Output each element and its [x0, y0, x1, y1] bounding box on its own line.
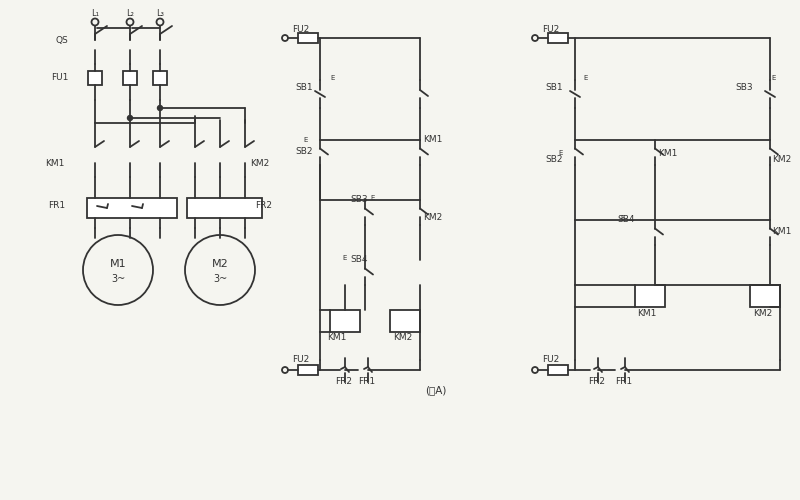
Text: QS: QS: [55, 36, 68, 44]
Circle shape: [158, 106, 162, 110]
Bar: [87, 198, 177, 218]
Text: FU2: FU2: [292, 26, 310, 35]
Bar: [390, 310, 420, 332]
Text: FR1: FR1: [48, 200, 65, 209]
Text: L₃: L₃: [156, 8, 164, 18]
Bar: [88, 71, 102, 85]
Bar: [298, 33, 318, 43]
Bar: [635, 285, 665, 307]
Text: KM2: KM2: [250, 158, 270, 168]
Text: SB4: SB4: [350, 256, 367, 264]
Bar: [330, 310, 360, 332]
Text: KM1: KM1: [637, 310, 656, 318]
Bar: [298, 365, 318, 375]
Text: KM1: KM1: [327, 334, 346, 342]
Text: FR2: FR2: [255, 200, 272, 209]
Text: SB1: SB1: [295, 84, 313, 92]
Text: KM2: KM2: [772, 156, 791, 164]
Text: SB3: SB3: [735, 84, 753, 92]
Text: SB4: SB4: [618, 216, 635, 224]
Bar: [548, 33, 568, 43]
Text: SB2: SB2: [295, 148, 313, 156]
Text: M2: M2: [212, 259, 228, 269]
Text: FU2: FU2: [542, 26, 559, 35]
Text: E: E: [621, 215, 625, 221]
Text: FR1: FR1: [615, 378, 632, 386]
Text: FU2: FU2: [292, 356, 310, 364]
Bar: [123, 71, 137, 85]
Text: SB3: SB3: [350, 196, 368, 204]
Text: FR1: FR1: [358, 378, 375, 386]
Text: KM2: KM2: [753, 310, 772, 318]
Text: FU1: FU1: [50, 74, 68, 82]
Text: KM1: KM1: [772, 228, 791, 236]
Text: KM1: KM1: [658, 148, 678, 158]
Text: KM1: KM1: [46, 158, 65, 168]
Text: E: E: [558, 150, 563, 156]
Text: E: E: [330, 75, 334, 81]
Bar: [153, 71, 167, 85]
Text: FR2: FR2: [588, 378, 605, 386]
Text: SB2: SB2: [545, 156, 562, 164]
Circle shape: [127, 116, 133, 120]
Text: SB1: SB1: [545, 84, 562, 92]
Bar: [548, 365, 568, 375]
Text: L₂: L₂: [126, 8, 134, 18]
Text: E: E: [304, 137, 308, 143]
Text: L₁: L₁: [91, 8, 99, 18]
Text: E: E: [583, 75, 587, 81]
Text: 3~: 3~: [111, 274, 125, 284]
Text: KM2: KM2: [423, 212, 442, 222]
Text: (图A): (图A): [425, 385, 446, 395]
Text: E: E: [771, 75, 775, 81]
Text: E: E: [370, 195, 374, 201]
Bar: [750, 285, 780, 307]
Text: KM1: KM1: [423, 136, 442, 144]
Text: FU2: FU2: [542, 356, 559, 364]
Text: FR2: FR2: [335, 378, 352, 386]
Text: E: E: [342, 255, 346, 261]
Text: M1: M1: [110, 259, 126, 269]
Text: 3~: 3~: [213, 274, 227, 284]
Bar: [187, 198, 262, 218]
Text: KM2: KM2: [393, 334, 412, 342]
